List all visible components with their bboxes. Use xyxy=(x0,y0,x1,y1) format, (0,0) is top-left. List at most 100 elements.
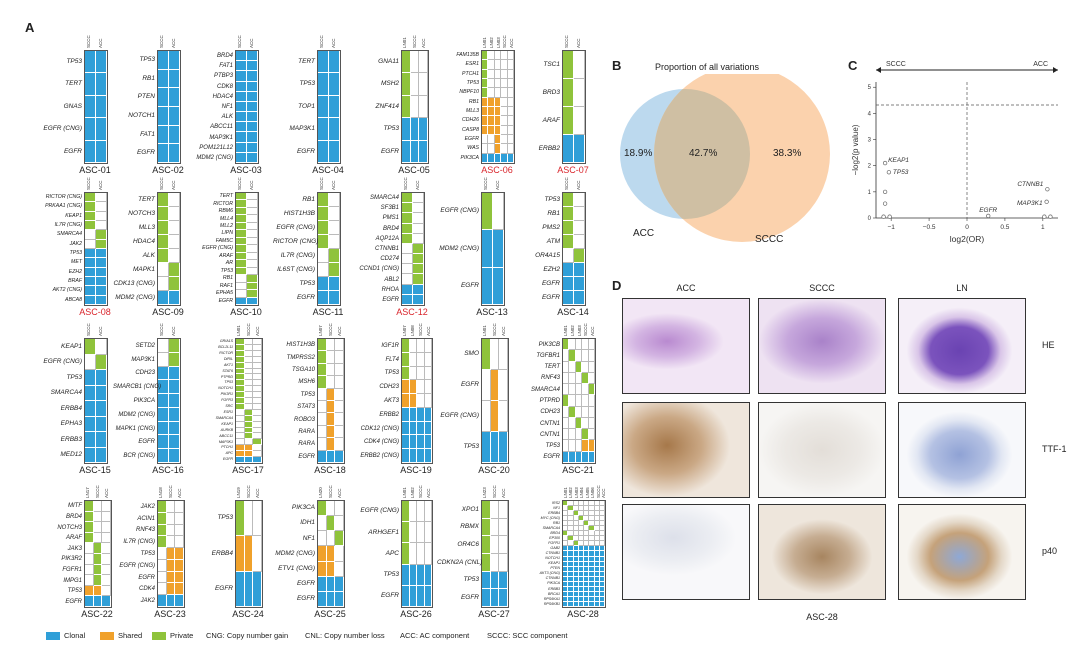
private-cell xyxy=(482,193,493,231)
x-tick-label: −1 xyxy=(887,224,895,231)
empty-cell xyxy=(236,415,245,422)
private-cell xyxy=(158,207,169,221)
micrograph-p40-sccc xyxy=(758,504,886,600)
empty-cell xyxy=(594,506,600,512)
empty-cell xyxy=(96,193,107,203)
column-header: SCCC xyxy=(94,485,100,498)
gene-label: TERT xyxy=(138,195,155,203)
case-asc-04: SCCC ACC TERT TP53 TOP1 MAP3K1 EGFR ASC-04 xyxy=(273,30,345,178)
empty-cell xyxy=(568,541,574,547)
case-label: ASC-14 xyxy=(557,307,589,317)
gene-label: EGFR xyxy=(380,592,399,600)
clonal-cell xyxy=(599,546,605,552)
private-cell xyxy=(482,51,489,61)
mutation-grid xyxy=(562,338,596,464)
legend-shared: Shared xyxy=(100,631,142,641)
gene-label: TP53 xyxy=(217,514,233,522)
clonal-cell xyxy=(158,51,169,70)
clonal-cell xyxy=(158,435,169,450)
empty-cell xyxy=(573,531,579,537)
empty-cell xyxy=(326,351,336,364)
micrograph-p40-ln xyxy=(898,504,1026,600)
private-cell xyxy=(318,193,329,207)
private-cell xyxy=(85,522,94,533)
clonal-cell xyxy=(402,585,410,607)
gene-label: EGFR (CNG) xyxy=(43,125,82,133)
gene-label: EGFR xyxy=(218,297,233,304)
empty-cell xyxy=(236,290,247,298)
gene-label: RBMX xyxy=(460,523,479,531)
shared-cell xyxy=(326,425,336,439)
column-header: LN01 xyxy=(402,37,408,48)
clonal-cell xyxy=(417,585,425,607)
clonal-cell xyxy=(96,140,107,163)
gene-label: IL7R (CNG) xyxy=(54,222,82,229)
clonal-cell xyxy=(85,370,96,386)
column-header: ACC xyxy=(601,488,607,498)
gene-label: MED12 xyxy=(60,451,82,458)
empty-cell xyxy=(578,501,584,507)
clonal-cell xyxy=(594,556,600,562)
micrograph-he-sccc xyxy=(758,298,886,394)
shared-cell xyxy=(488,125,495,135)
panel-letter-d: D xyxy=(612,278,622,293)
y-tick-label: 2 xyxy=(868,164,872,170)
private-cell xyxy=(402,223,413,234)
clonal-cell xyxy=(568,566,574,572)
case-asc-07: SCCC ACC TSC1 BRD3 ARAF ERBB2 ASC-07 xyxy=(518,30,590,178)
shared-cell xyxy=(488,97,495,107)
empty-cell xyxy=(575,384,583,396)
private-cell xyxy=(329,263,340,277)
empty-cell xyxy=(335,401,344,414)
empty-cell xyxy=(96,221,107,231)
clonal-cell xyxy=(599,576,605,582)
clonal-cell xyxy=(424,421,432,436)
gene-label: FGFR1 xyxy=(548,541,560,546)
gene-label: EGFR (CNG) xyxy=(440,207,479,215)
micrograph-column-title: LN xyxy=(956,283,968,293)
empty-cell xyxy=(568,511,574,517)
empty-cell xyxy=(244,350,254,357)
empty-cell xyxy=(417,501,425,523)
clonal-cell xyxy=(96,447,107,463)
gene-label: EGFR xyxy=(223,457,233,462)
empty-cell xyxy=(499,339,508,370)
scatter-point xyxy=(1044,199,1049,204)
shared-cell xyxy=(494,135,502,145)
gene-label: MAP3K1 xyxy=(289,125,315,133)
gene-label: BRD4 xyxy=(216,53,233,60)
gene-label: IMPG1 xyxy=(63,577,82,584)
empty-cell xyxy=(419,73,428,96)
private-swatch xyxy=(152,632,166,641)
gene-label: EGFR (CNG) xyxy=(360,507,399,515)
scatter-point xyxy=(882,189,888,194)
empty-cell xyxy=(102,564,111,576)
gene-label: PIK3CA xyxy=(547,581,560,586)
empty-cell xyxy=(424,339,432,353)
empty-cell xyxy=(582,417,589,430)
clonal-cell xyxy=(96,416,107,432)
private-cell xyxy=(236,260,247,268)
private-cell xyxy=(402,95,411,119)
clonal-cell xyxy=(236,71,247,82)
clonal-cell xyxy=(482,267,493,305)
gene-label: MDM2 (CNG) xyxy=(439,244,479,252)
mutation-grid xyxy=(481,500,509,608)
empty-cell xyxy=(253,350,262,357)
arrow-label-acc: ACC xyxy=(1033,61,1048,68)
empty-cell xyxy=(599,531,605,537)
clonal-cell xyxy=(402,564,410,586)
gene-label: EGFR (CNG) xyxy=(119,562,155,569)
empty-cell xyxy=(494,60,502,70)
case-asc-27: LN23 SCCC ACC XPO1 RBMX OR4C6 CDKN2A (CNL) TP53… xyxy=(437,480,513,622)
shared-cell xyxy=(175,548,184,560)
clonal-cell xyxy=(335,576,344,592)
gene-label: TP53 xyxy=(66,373,82,381)
private-cell xyxy=(563,501,569,507)
egfr-label: EGFR xyxy=(979,207,997,214)
mutation-grid xyxy=(401,500,433,608)
gene-label: NOTCH3 xyxy=(57,524,82,531)
column-header: SCCC xyxy=(236,177,242,190)
case-asc-03: SCCC ACC BRD4 FAT1 PTBP3 CDK8 HDAC4 NF1 ALK ABCC1… xyxy=(191,30,263,178)
empty-cell xyxy=(424,522,432,544)
